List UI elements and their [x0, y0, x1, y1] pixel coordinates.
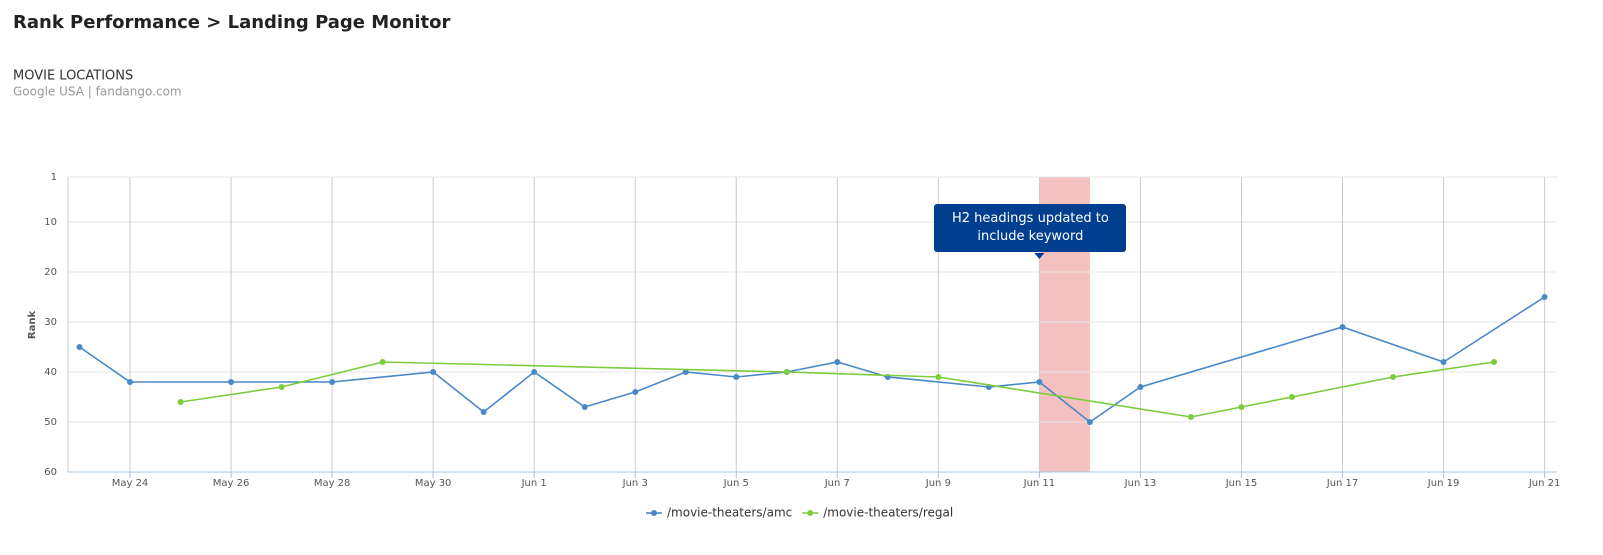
y-tick-label: 10	[44, 217, 57, 228]
data-point	[480, 409, 487, 415]
legend-item: /movie-theaters/regal	[802, 506, 953, 520]
x-tick-label: Jun 5	[723, 478, 749, 489]
annotation: H2 headings updated to include keyword	[934, 204, 1127, 252]
data-point	[1036, 379, 1043, 385]
data-point	[1288, 394, 1295, 400]
data-point	[935, 374, 942, 380]
y-tick-label: 1	[51, 172, 57, 183]
legend-marker	[807, 510, 814, 516]
y-tick-label: 50	[44, 417, 57, 428]
x-tick-label: Jun 1	[521, 478, 547, 489]
x-tick-label: Jun 11	[1023, 478, 1056, 489]
x-tick-label: Jun 7	[824, 478, 850, 489]
y-tick-label: 30	[44, 317, 57, 328]
data-point	[682, 369, 689, 375]
data-point	[228, 379, 235, 385]
data-point	[379, 359, 386, 365]
data-point	[531, 369, 538, 375]
x-tick-label: May 28	[314, 478, 351, 489]
x-tick-label: Jun 21	[1528, 478, 1561, 489]
data-point	[278, 384, 285, 390]
legend-marker	[651, 510, 657, 516]
x-tick-label: May 24	[112, 478, 149, 489]
series-line	[180, 361, 1495, 418]
data-point	[1238, 404, 1245, 410]
data-point	[1137, 384, 1144, 390]
data-point	[430, 369, 437, 375]
data-point	[1086, 419, 1093, 425]
data-point	[177, 399, 184, 405]
x-tick-label: Jun 15	[1225, 478, 1258, 489]
data-point	[733, 374, 740, 380]
page-title: Rank Performance > Landing Page Monitor	[13, 12, 451, 33]
data-point	[783, 369, 790, 375]
y-tick-label: 60	[44, 467, 57, 478]
data-point	[834, 359, 841, 365]
data-point	[1339, 324, 1346, 330]
data-point	[1390, 374, 1397, 380]
data-point	[632, 389, 639, 395]
data-point	[1491, 359, 1498, 365]
x-tick-label: Jun 17	[1326, 478, 1359, 489]
legend-label: /movie-theaters/regal	[823, 506, 953, 520]
x-tick-label: Jun 3	[622, 478, 648, 489]
x-tick-label: May 30	[415, 478, 452, 489]
data-point	[127, 379, 134, 385]
y-tick-label: 20	[44, 267, 57, 278]
x-tick-label: Jun 13	[1124, 478, 1157, 489]
legend-label: /movie-theaters/amc	[667, 506, 792, 520]
data-point	[1187, 414, 1194, 420]
y-axis-label: Rank	[27, 311, 38, 340]
chart-subtitle: Google USA | fandango.com	[13, 85, 182, 99]
y-tick-label: 40	[44, 367, 57, 378]
x-tick-label: Jun 19	[1427, 478, 1460, 489]
data-point	[329, 379, 336, 385]
data-point	[76, 344, 83, 350]
x-tick-label: Jun 9	[925, 478, 951, 489]
data-point	[1440, 359, 1447, 365]
data-point	[581, 404, 588, 410]
annotation-pointer	[1034, 253, 1045, 259]
legend-item: /movie-theaters/amc	[646, 506, 792, 520]
data-point	[1541, 294, 1548, 300]
x-tick-label: May 26	[213, 478, 250, 489]
series-line	[79, 296, 1546, 423]
chart-title: MOVIE LOCATIONS	[13, 69, 133, 84]
